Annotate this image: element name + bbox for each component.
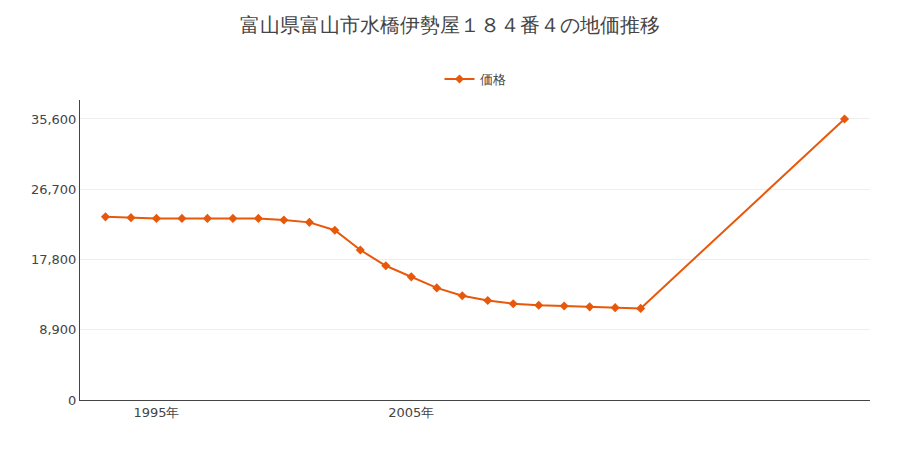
svg-text:26,700: 26,700: [31, 182, 77, 197]
svg-text:価格: 価格: [480, 72, 506, 87]
svg-text:35,600: 35,600: [31, 112, 77, 127]
svg-text:富山県富山市水橋伊勢屋１８４番４の地価推移: 富山県富山市水橋伊勢屋１８４番４の地価推移: [240, 13, 660, 37]
svg-text:8,900: 8,900: [39, 322, 76, 337]
svg-text:1995年: 1995年: [133, 405, 179, 420]
svg-text:2005年: 2005年: [388, 405, 434, 420]
svg-text:0: 0: [68, 393, 76, 408]
svg-text:17,800: 17,800: [31, 252, 77, 267]
